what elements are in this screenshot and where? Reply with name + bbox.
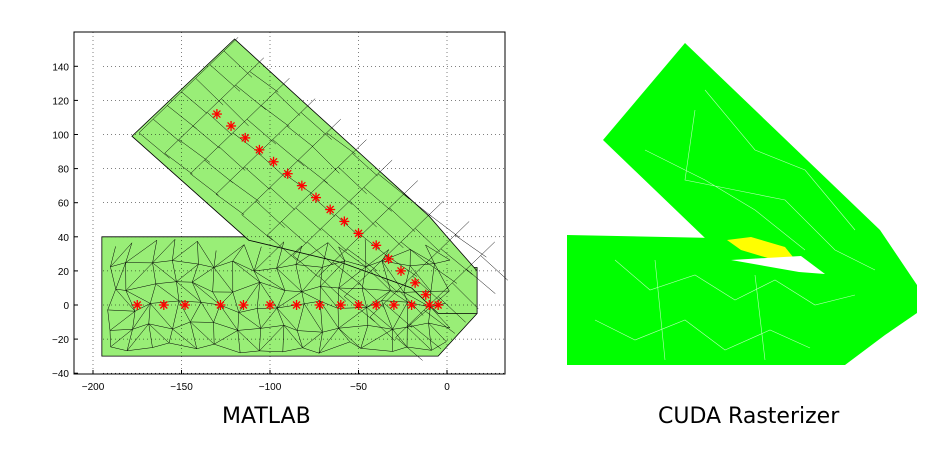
matlab-panel: −200 −150 −100 −50 0 −40 −20 0 20 40 60 80 100 120 140: [0, 0, 520, 400]
node-d-8: [325, 204, 336, 215]
x-tick-label-1: −150: [170, 382, 193, 393]
node-d-5: [282, 168, 293, 179]
node-h-3: [215, 300, 226, 310]
node-h-7: [314, 300, 325, 310]
plot-grid: [92, 32, 505, 374]
node-d-7: [311, 192, 322, 203]
node-h-2: [180, 300, 191, 310]
y-tick-label-6: 80: [58, 165, 70, 176]
y-tick-label-7: 100: [52, 131, 69, 142]
node-h-1: [158, 300, 169, 310]
node-h-12: [406, 300, 417, 310]
caption-matlab: MATLAB: [222, 404, 311, 429]
y-tick-label-1: −20: [52, 335, 69, 346]
raster-lower-arm: [567, 235, 885, 365]
caption-cuda: CUDA Rasterizer: [658, 404, 840, 429]
node-d-4: [268, 156, 279, 167]
y-tick-label-0: −40: [52, 369, 69, 380]
mesh-upper-arm: [131, 38, 478, 314]
raster-body: [567, 43, 917, 365]
node-d-14: [410, 277, 421, 288]
node-d-6: [296, 180, 307, 191]
node-d-0: [211, 109, 222, 120]
node-d-11: [371, 240, 382, 251]
node-d-10: [353, 228, 364, 239]
y-tick-label-5: 60: [58, 199, 70, 210]
node-d-12: [383, 253, 394, 264]
x-tick-label-0: −200: [82, 382, 105, 393]
node-d-1: [226, 120, 237, 131]
node-d-15: [420, 289, 431, 300]
node-h-0: [132, 300, 143, 310]
cuda-panel: [555, 30, 935, 370]
node-h-13: [424, 300, 435, 310]
x-tick-label-4: 0: [444, 382, 450, 393]
y-tick-label-4: 40: [58, 233, 70, 244]
node-h-10: [371, 300, 382, 310]
node-h-14: [433, 300, 444, 310]
y-tick-label-3: 20: [58, 267, 70, 278]
node-h-6: [291, 300, 302, 310]
raster-upper-arm: [603, 43, 917, 335]
x-tick-label-3: −50: [350, 382, 367, 393]
x-tick-label-2: −100: [259, 382, 282, 393]
mesh-edges: [107, 37, 509, 361]
node-d-13: [395, 265, 406, 276]
node-d-3: [254, 144, 265, 155]
node-h-9: [353, 300, 364, 310]
node-h-5: [265, 300, 275, 310]
node-h-11: [388, 300, 399, 310]
node-d-2: [240, 132, 251, 143]
node-h-8: [335, 300, 346, 310]
y-tick-label-8: 120: [52, 96, 69, 107]
matlab-mesh: [101, 37, 509, 361]
node-markers: [132, 109, 444, 310]
cuda-render: [567, 43, 917, 365]
node-h-4: [238, 300, 249, 310]
raster-gap: [731, 256, 825, 274]
raster-overlap-region: [727, 237, 797, 262]
node-d-9: [339, 216, 350, 227]
raster-wireframe: [594, 89, 876, 361]
y-tick-label-2: 0: [63, 301, 69, 312]
y-tick-label-9: 140: [52, 62, 69, 73]
